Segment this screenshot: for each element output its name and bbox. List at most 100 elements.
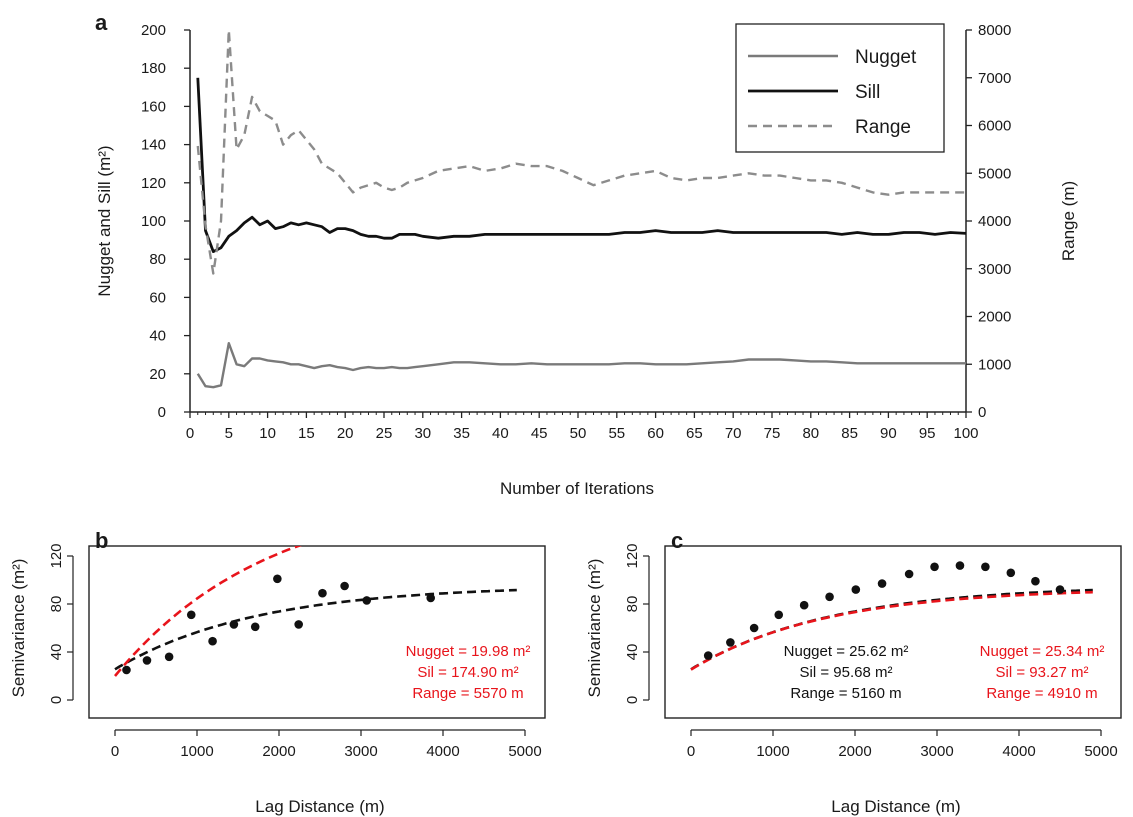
data-point: [1031, 576, 1040, 586]
x-tick-label: 10: [259, 425, 276, 442]
x-tick-label: 5000: [1084, 743, 1117, 760]
y-tick-label: 0: [624, 696, 641, 704]
data-point: [318, 588, 327, 598]
y-tick-label: 80: [149, 251, 166, 268]
data-point: [749, 623, 759, 633]
annotation-line: Sil = 174.90 m²: [417, 664, 518, 681]
x-tick-label: 0: [111, 743, 119, 760]
annotation-line: Nugget = 25.62 m²: [784, 643, 909, 660]
series-line-range: [196, 28, 966, 275]
series-line-sill: [196, 77, 967, 254]
y2-tick-label: 7000: [978, 70, 1011, 87]
data-point: [122, 665, 131, 675]
data-point: [1006, 568, 1016, 578]
x-tick-label: 2000: [262, 743, 295, 760]
data-point: [250, 622, 260, 632]
data-point: [726, 638, 735, 647]
y2-tick-label: 1000: [978, 356, 1011, 373]
x-tick-label: 95: [919, 425, 936, 442]
y2-axis-title: Range (m): [1059, 181, 1078, 261]
data-point: [186, 610, 196, 620]
y-tick-label: 120: [141, 175, 166, 192]
annotation-line: Sil = 93.27 m²: [996, 664, 1089, 681]
data-point: [955, 561, 965, 570]
data-point: [1055, 585, 1065, 594]
x-tick-label: 100: [953, 425, 978, 442]
data-point: [208, 636, 217, 646]
x-tick-label: 25: [376, 425, 393, 442]
x-tick-label: 70: [725, 425, 742, 442]
y-tick-label: 80: [624, 596, 641, 613]
x-tick-label: 15: [298, 425, 315, 442]
y-tick-label: 60: [149, 289, 166, 306]
x-tick-label: 30: [414, 425, 431, 442]
legend-label-range: Range: [855, 117, 911, 138]
x-tick-label: 0: [186, 425, 194, 442]
data-point: [774, 610, 784, 620]
panel-a: 0 5 10 15 20 25 30 35 40 45 50 55 60 65 70 75 80 85 90 95 10…: [95, 10, 1078, 498]
x-tick-label: 45: [531, 425, 548, 442]
x-tick-label: 55: [608, 425, 625, 442]
y-tick-label: 20: [149, 366, 166, 383]
x-tick-label: 40: [492, 425, 509, 442]
data-point: [799, 600, 809, 610]
data-point: [981, 562, 990, 572]
x-tick-label: 1000: [756, 743, 789, 760]
data-point: [142, 656, 152, 665]
x-tick-label: 5000: [508, 743, 541, 760]
annotation-line: Nugget = 25.34 m²: [980, 643, 1105, 660]
x-tick-label: 85: [841, 425, 858, 442]
x-tick-label: 65: [686, 425, 703, 442]
y2-tick-label: 3000: [978, 261, 1011, 278]
x-tick-label: 0: [687, 743, 695, 760]
x-tick-label: 3000: [920, 743, 953, 760]
legend-label-sill: Sill: [855, 82, 880, 103]
data-point: [930, 562, 939, 572]
series-line-nugget: [196, 342, 966, 389]
y-tick-label: 40: [149, 328, 166, 345]
annotation-line: Nugget = 19.98 m²: [406, 643, 531, 660]
data-point: [825, 592, 834, 602]
data-point: [426, 593, 436, 603]
y-axis-title: Nugget and Sill (m²): [95, 145, 114, 296]
plot-frame: [88, 545, 546, 719]
y-tick-label: 120: [624, 543, 641, 568]
x-axis-title: Lag Distance (m): [831, 797, 960, 816]
data-point: [877, 579, 887, 588]
y-tick-label: 0: [48, 696, 65, 704]
x-axis-title: Lag Distance (m): [255, 797, 384, 816]
y-tick-label: 160: [141, 98, 166, 115]
plot-frame: [664, 545, 1122, 719]
y-tick-label: 180: [141, 60, 166, 77]
y-tick-label: 40: [48, 644, 65, 661]
y2-tick-label: 5000: [978, 165, 1011, 182]
x-tick-label: 4000: [426, 743, 459, 760]
x-tick-label: 4000: [1002, 743, 1035, 760]
x-tick-label: 60: [647, 425, 664, 442]
data-point: [229, 620, 239, 629]
fits: [690, 588, 1093, 671]
panel-c: 0 1000 2000 3000 4000 5000 0 40 80 120 Lag Distanc…: [585, 528, 1122, 816]
y-tick-label: 140: [141, 137, 166, 154]
y2-tick-label: 6000: [978, 118, 1011, 135]
annotation-line: Sil = 95.68 m²: [800, 664, 893, 681]
data-point: [904, 569, 914, 579]
y2-tick-label: 0: [978, 404, 986, 421]
y-tick-label: 0: [158, 404, 166, 421]
data-point: [851, 585, 861, 594]
x-tick-label: 80: [802, 425, 819, 442]
y-tick-label: 120: [48, 543, 65, 568]
y-tick-label: 80: [48, 596, 65, 613]
annotation-line: Range = 5160 m: [790, 685, 901, 702]
panel-letter-c: c: [671, 528, 683, 553]
data-point: [703, 651, 713, 660]
x-tick-label: 90: [880, 425, 897, 442]
fit-curve-0: [114, 588, 517, 671]
y2-tick-label: 2000: [978, 309, 1011, 326]
y-tick-label: 200: [141, 22, 166, 39]
data-point: [340, 581, 349, 591]
x-tick-label: 3000: [344, 743, 377, 760]
y-axis-title: Semivariance (m²): [585, 559, 604, 698]
legend-box: [735, 23, 945, 153]
